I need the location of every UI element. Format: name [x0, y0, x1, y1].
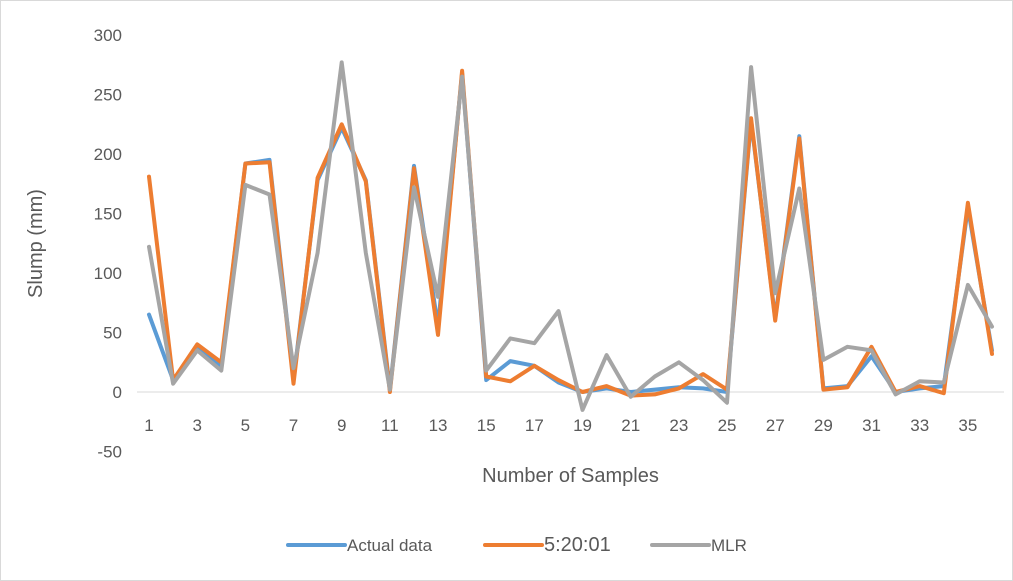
x-tick-label: 5: [241, 416, 250, 435]
x-tick-label: 33: [910, 416, 929, 435]
x-tick-label: 21: [621, 416, 640, 435]
y-axis-title: Slump (mm): [25, 189, 47, 298]
x-tick-label: 9: [337, 416, 346, 435]
y-tick-label: 150: [94, 205, 122, 224]
legend-label: MLR: [711, 536, 747, 555]
x-tick-label: 1: [144, 416, 153, 435]
x-tick-label: 13: [429, 416, 448, 435]
series-layer: [147, 60, 994, 412]
y-tick-label: 50: [103, 324, 122, 343]
legend-label: 5:20:01: [544, 534, 611, 556]
x-tick-label: 29: [814, 416, 833, 435]
x-tick-label: 17: [525, 416, 544, 435]
y-tick-label: -50: [97, 443, 122, 462]
x-tick-label: 15: [477, 416, 496, 435]
series-line-3: [147, 60, 994, 412]
y-tick-label: 0: [113, 383, 122, 402]
y-tick-label: 300: [94, 26, 122, 45]
x-tick-label: 7: [289, 416, 298, 435]
x-axis-title: Number of Samples: [482, 465, 659, 487]
y-tick-label: 100: [94, 264, 122, 283]
x-tick-label: 27: [766, 416, 785, 435]
x-tick-label: 31: [862, 416, 881, 435]
x-tick-label: 11: [381, 416, 399, 435]
x-tick-label: 3: [192, 416, 201, 435]
x-tick-label: 35: [958, 416, 977, 435]
x-tick-label: 23: [669, 416, 688, 435]
legend-label: Actual data: [347, 536, 433, 555]
y-tick-label: 200: [94, 145, 122, 164]
x-tick-label: 25: [718, 416, 737, 435]
x-tick-label: 19: [573, 416, 592, 435]
legend: Actual data 5:20:01 MLR: [286, 534, 747, 556]
y-tick-label: 250: [94, 86, 122, 105]
